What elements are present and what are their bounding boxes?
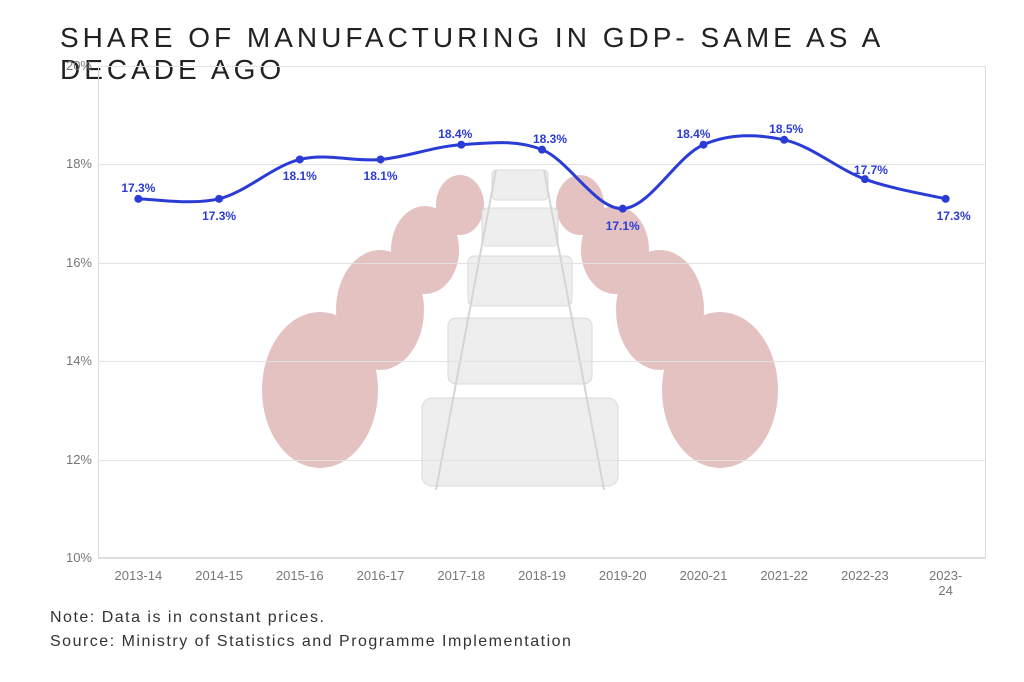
footnote-text: Note: Data is in constant prices.: [50, 606, 572, 630]
data-point-label: 17.1%: [606, 219, 640, 233]
data-point-label: 18.1%: [283, 169, 317, 183]
chart-container: 10%12%14%16%18%20%2013-142014-152015-162…: [50, 60, 990, 580]
data-point-label: 18.4%: [438, 127, 472, 141]
data-point-label: 17.3%: [937, 209, 971, 223]
source-text: Source: Ministry of Statistics and Progr…: [50, 630, 572, 654]
data-point-label: 18.4%: [676, 127, 710, 141]
chart-footer: Note: Data is in constant prices. Source…: [50, 606, 572, 654]
data-point-label: 17.3%: [202, 209, 236, 223]
data-point-label: 18.1%: [364, 169, 398, 183]
chart-plot-area: 10%12%14%16%18%20%2013-142014-152015-162…: [50, 60, 990, 580]
data-point-label: 17.3%: [121, 181, 155, 195]
line-series: [50, 60, 990, 580]
data-point-label: 18.3%: [533, 132, 567, 146]
data-point-label: 17.7%: [854, 163, 888, 177]
data-point-label: 18.5%: [769, 122, 803, 136]
